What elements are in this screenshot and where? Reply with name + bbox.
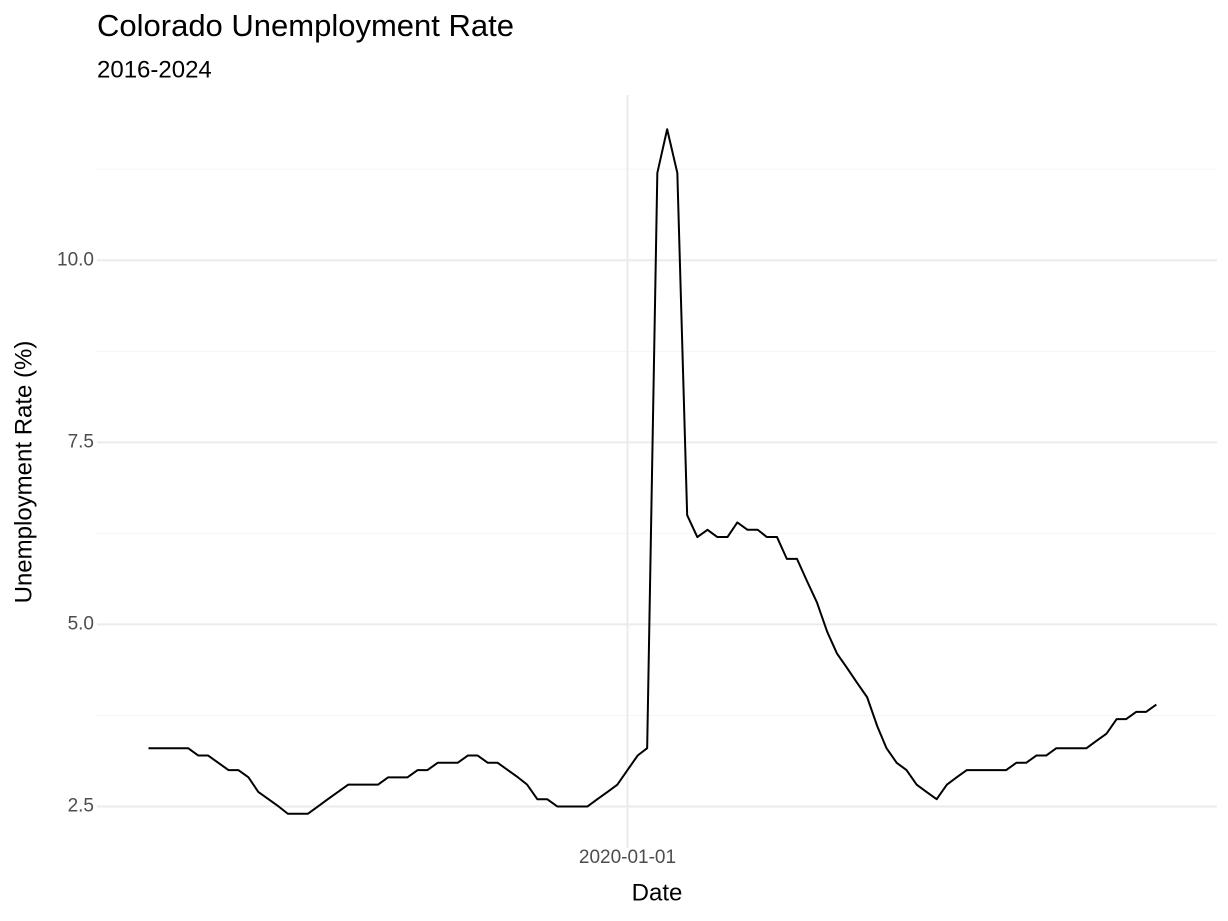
y-axis-title: Unemployment Rate (%) xyxy=(10,341,37,604)
chart-subtitle: 2016-2024 xyxy=(97,56,212,83)
line xyxy=(148,128,1157,815)
x-tick-label: 2020-01-01 xyxy=(579,847,676,868)
y-tick-label: 2.5 xyxy=(68,796,94,817)
x-axis-title: Date xyxy=(632,879,683,906)
y-tick-label: 10.0 xyxy=(57,249,94,270)
y-tick-label: 7.5 xyxy=(68,431,94,452)
chart-title: Colorado Unemployment Rate xyxy=(97,8,514,43)
y-tick-label: 5.0 xyxy=(68,613,94,634)
